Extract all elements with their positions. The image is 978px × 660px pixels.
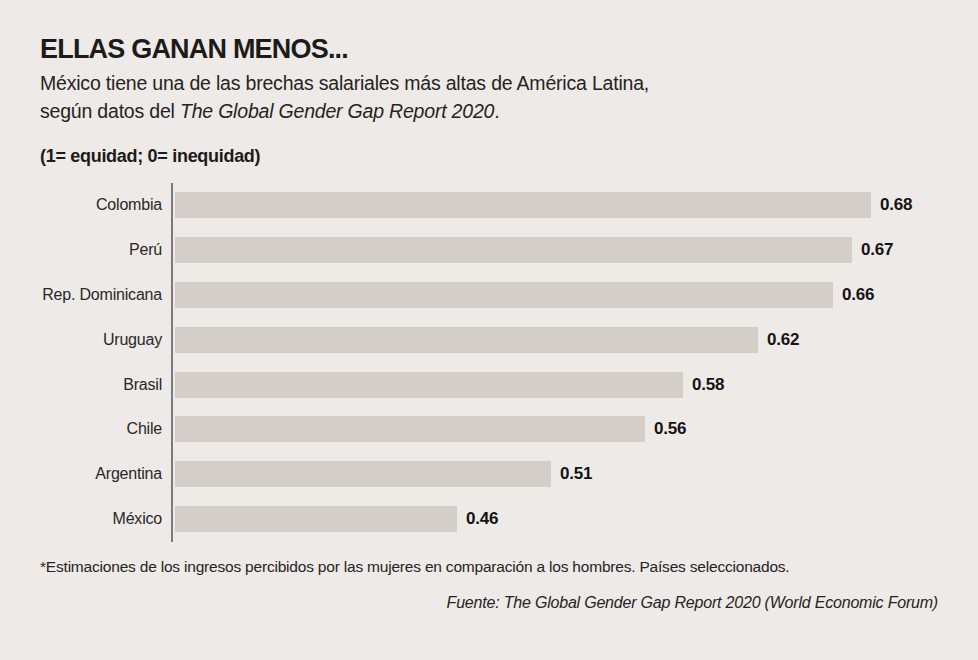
bar-track: 0.68 [175, 192, 938, 218]
bar-track: 0.51 [175, 461, 938, 487]
bar [175, 416, 645, 442]
subtitle-line-2-prefix: según datos del [40, 100, 180, 122]
value-label: 0.67 [861, 240, 893, 260]
subtitle-report-name: The Global Gender Gap Report 2020 [180, 100, 494, 122]
scale-note: (1= equidad; 0= inequidad) [40, 146, 260, 167]
category-label: Colombia [40, 196, 173, 214]
chart-row: Chile 0.56 [40, 407, 938, 452]
value-label: 0.58 [692, 375, 724, 395]
bar-track: 0.46 [175, 506, 938, 532]
value-label: 0.66 [842, 285, 874, 305]
chart-row: Uruguay 0.62 [40, 317, 938, 362]
footnote: *Estimaciones de los ingresos percibidos… [40, 558, 789, 576]
chart-row: Perú 0.67 [40, 228, 938, 273]
value-label: 0.62 [767, 330, 799, 350]
infographic: ELLAS GANAN MENOS... México tiene una de… [0, 0, 978, 660]
bar-track: 0.56 [175, 416, 938, 442]
chart-row: Rep. Dominicana 0.66 [40, 273, 938, 318]
chart-row: Brasil 0.58 [40, 362, 938, 407]
category-label: Chile [40, 420, 173, 438]
value-label: 0.56 [654, 419, 686, 439]
bar [175, 192, 871, 218]
category-label: Rep. Dominicana [40, 286, 173, 304]
bar [175, 461, 551, 487]
source-credit: Fuente: The Global Gender Gap Report 202… [447, 594, 938, 612]
category-label: Perú [40, 241, 173, 259]
bar-track: 0.58 [175, 372, 938, 398]
bar-track: 0.62 [175, 327, 938, 353]
category-label: México [40, 510, 173, 528]
value-label: 0.46 [466, 509, 498, 529]
chart-row: Argentina 0.51 [40, 452, 938, 497]
bar [175, 327, 758, 353]
category-label: Argentina [40, 465, 173, 483]
chart-subtitle: México tiene una de las brechas salarial… [40, 69, 649, 125]
chart-row: Colombia 0.68 [40, 183, 938, 228]
subtitle-line-2-suffix: . [494, 100, 499, 122]
value-label: 0.51 [560, 464, 592, 484]
chart-title: ELLAS GANAN MENOS... [40, 34, 348, 65]
bar-track: 0.67 [175, 237, 938, 263]
bar [175, 506, 457, 532]
value-label: 0.68 [880, 195, 912, 215]
bar [175, 372, 683, 398]
category-label: Brasil [40, 376, 173, 394]
category-label: Uruguay [40, 331, 173, 349]
bar [175, 237, 852, 263]
bar-chart: Colombia 0.68 Perú 0.67 Rep. Dominicana 0.66 U… [40, 183, 938, 542]
subtitle-line-1: México tiene una de las brechas salarial… [40, 72, 649, 94]
bar [175, 282, 833, 308]
chart-row: México 0.46 [40, 497, 938, 542]
bar-track: 0.66 [175, 282, 938, 308]
chart-rows: Colombia 0.68 Perú 0.67 Rep. Dominicana 0.66 U… [40, 183, 938, 542]
